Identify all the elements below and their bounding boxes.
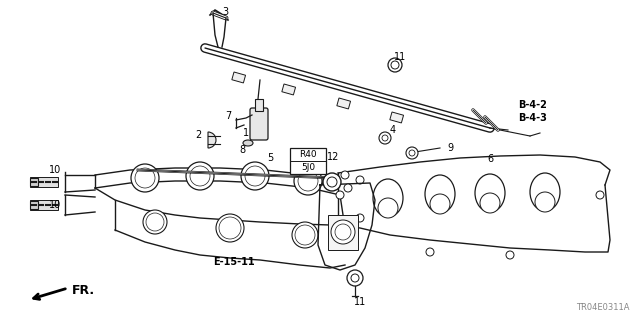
- Circle shape: [596, 191, 604, 199]
- Text: 5J0: 5J0: [301, 163, 315, 172]
- Text: FR.: FR.: [72, 284, 95, 297]
- Ellipse shape: [475, 174, 505, 212]
- Circle shape: [131, 164, 159, 192]
- Bar: [30, 201, 38, 209]
- Ellipse shape: [243, 140, 253, 146]
- Circle shape: [241, 162, 269, 190]
- Circle shape: [506, 251, 514, 259]
- Bar: [282, 84, 296, 95]
- Text: TR04E0311A: TR04E0311A: [577, 303, 630, 312]
- FancyBboxPatch shape: [250, 108, 268, 140]
- Circle shape: [347, 270, 363, 286]
- Circle shape: [143, 210, 167, 234]
- Circle shape: [341, 171, 349, 179]
- Ellipse shape: [535, 192, 555, 212]
- Text: 6: 6: [487, 154, 493, 164]
- Ellipse shape: [530, 173, 560, 211]
- Text: 10: 10: [49, 165, 61, 175]
- Text: 2: 2: [195, 130, 201, 140]
- Ellipse shape: [425, 175, 455, 213]
- Text: E-15-11: E-15-11: [213, 257, 255, 267]
- Circle shape: [406, 147, 418, 159]
- Circle shape: [344, 184, 352, 192]
- Circle shape: [426, 248, 434, 256]
- Ellipse shape: [430, 194, 450, 214]
- Text: 12: 12: [327, 152, 339, 162]
- Text: 4: 4: [390, 125, 396, 135]
- Text: 10: 10: [49, 200, 61, 210]
- Text: 3: 3: [222, 7, 228, 17]
- Circle shape: [323, 173, 341, 191]
- Bar: [30, 178, 38, 186]
- Circle shape: [356, 214, 364, 222]
- Text: 7: 7: [225, 111, 231, 121]
- Bar: [232, 72, 246, 83]
- Circle shape: [336, 191, 344, 199]
- Text: R40: R40: [299, 150, 317, 159]
- Circle shape: [388, 58, 402, 72]
- Ellipse shape: [373, 179, 403, 217]
- Text: B-4-2: B-4-2: [518, 100, 547, 110]
- Text: 11: 11: [354, 297, 366, 307]
- Circle shape: [292, 222, 318, 248]
- Circle shape: [356, 176, 364, 184]
- Bar: [390, 112, 404, 123]
- Text: B-4-3: B-4-3: [518, 113, 547, 123]
- Wedge shape: [208, 132, 216, 148]
- Bar: [30, 177, 58, 187]
- Circle shape: [379, 132, 391, 144]
- Text: 8: 8: [239, 145, 245, 155]
- Text: 9: 9: [447, 143, 453, 153]
- Bar: [290, 148, 326, 174]
- Bar: [30, 200, 58, 210]
- Circle shape: [216, 214, 244, 242]
- Bar: [337, 98, 351, 109]
- Ellipse shape: [378, 198, 398, 218]
- Circle shape: [331, 220, 355, 244]
- Bar: [255, 99, 263, 111]
- Text: 5: 5: [267, 153, 273, 163]
- Circle shape: [186, 162, 214, 190]
- Bar: [328, 215, 358, 250]
- Text: 11: 11: [394, 52, 406, 62]
- Text: 1: 1: [243, 128, 249, 138]
- Ellipse shape: [480, 193, 500, 213]
- Circle shape: [294, 167, 322, 195]
